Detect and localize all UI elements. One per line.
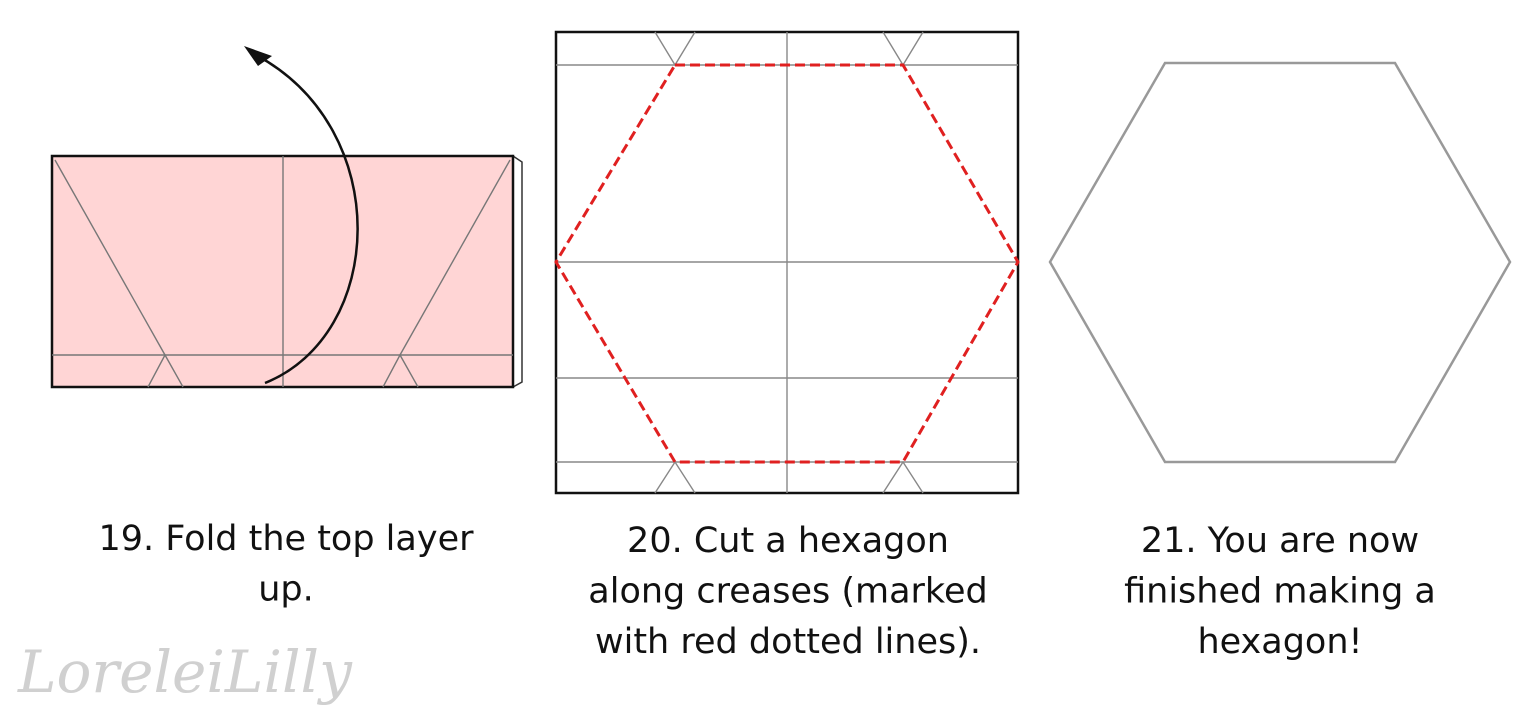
hexagon bbox=[1048, 61, 1512, 464]
arrow-head bbox=[244, 46, 272, 66]
caption-line: along creases (marked bbox=[588, 572, 987, 612]
caption-line: with red dotted lines). bbox=[595, 622, 981, 662]
back-layer bbox=[512, 154, 523, 389]
caption-line: finished making a bbox=[1124, 572, 1436, 612]
fold-arrow bbox=[255, 53, 359, 385]
step-20-diagram bbox=[554, 30, 1020, 495]
caption-line: hexagon! bbox=[1197, 622, 1362, 662]
caption-line: up. bbox=[258, 570, 314, 610]
step-19-diagram bbox=[50, 46, 523, 389]
caption-line: 21. You are now bbox=[1141, 521, 1419, 561]
caption-line: 19. Fold the top layer bbox=[98, 519, 474, 559]
caption-line: 20. Cut a hexagon bbox=[627, 521, 949, 561]
creases bbox=[52, 156, 513, 388]
watermark: LoreleiLilly bbox=[17, 638, 353, 706]
captions: 19. Fold the top layer up. 20. Cut a hexag… bbox=[98, 519, 1435, 662]
cut-line bbox=[554, 63, 1020, 464]
